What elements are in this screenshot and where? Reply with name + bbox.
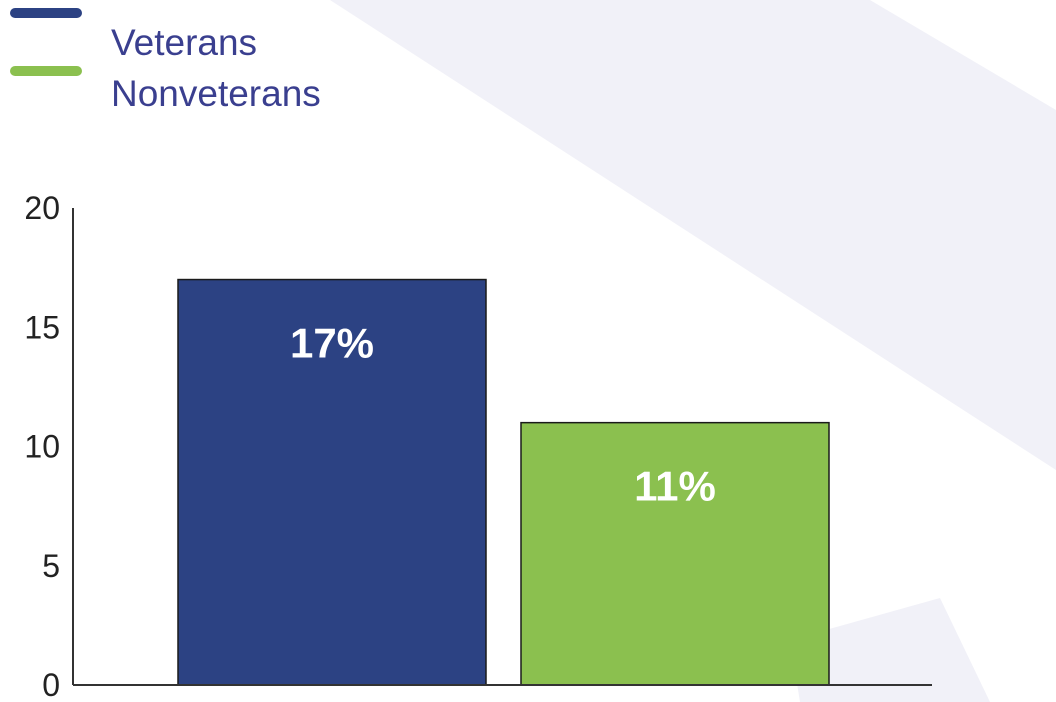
bar-veterans <box>177 278 487 686</box>
bar-label-veterans: 17% <box>290 320 374 367</box>
y-tick-label-10: 10 <box>24 429 60 465</box>
background-diagonal-band <box>330 0 1056 470</box>
background-corner-shape <box>790 598 990 702</box>
bar-label-nonveterans: 11% <box>634 463 716 510</box>
y-axis-ticks: 0 5 10 15 20 <box>24 190 60 702</box>
legend-swatch-veterans <box>10 8 82 18</box>
legend-label-nonveterans: Nonveterans <box>111 73 321 114</box>
legend-swatch-nonveterans <box>10 66 82 76</box>
legend-label-veterans: Veterans <box>111 22 258 63</box>
bar-data-labels: 17% 11% <box>290 320 716 510</box>
y-tick-label-0: 0 <box>42 667 60 702</box>
y-tick-label-15: 15 <box>24 309 60 345</box>
y-tick-label-5: 5 <box>42 548 60 584</box>
bar-nonveterans <box>520 421 830 686</box>
y-tick-label-20: 20 <box>24 190 60 226</box>
bars <box>177 278 830 686</box>
